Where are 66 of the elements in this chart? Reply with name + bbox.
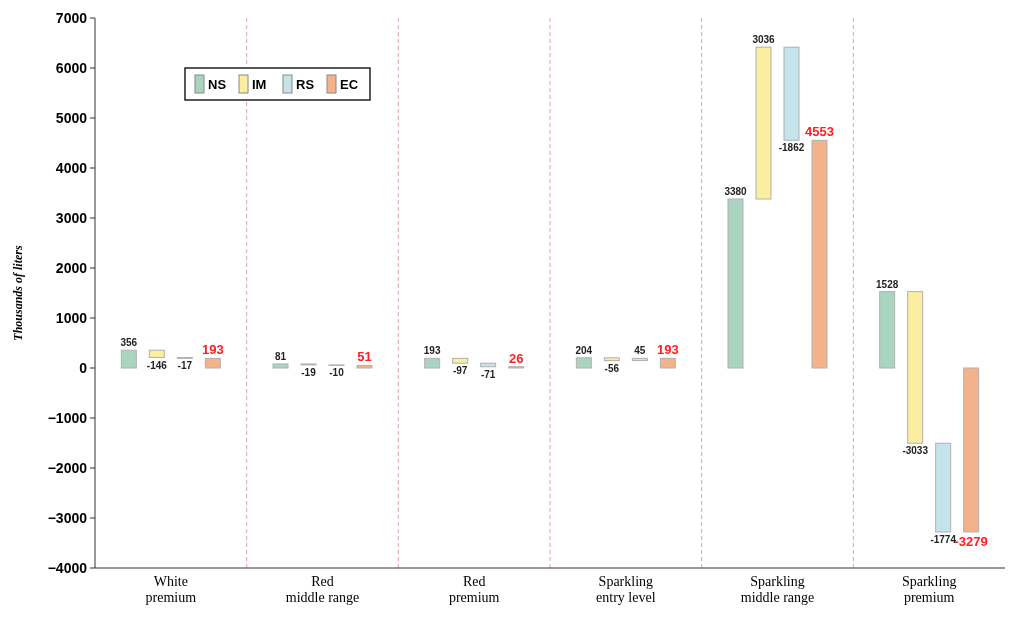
bar: [659, 357, 676, 369]
y-tick-label: −2000: [47, 459, 88, 476]
bar: [963, 367, 980, 533]
x-tick-label: Sparkling entry level: [596, 574, 656, 605]
data-label: -97: [452, 365, 468, 377]
data-label: -17: [177, 360, 193, 372]
data-label: 51: [357, 349, 372, 365]
data-label: -10: [329, 367, 345, 379]
y-tick-label: −3000: [47, 509, 88, 526]
data-label: 3380: [724, 186, 748, 197]
bar: [424, 357, 441, 369]
data-label: 193: [656, 342, 679, 358]
data-label: -19: [301, 366, 317, 378]
data-label: 356: [120, 337, 138, 349]
bar: [148, 349, 165, 358]
data-label: 26: [508, 350, 524, 366]
bar: [755, 46, 772, 200]
y-tick-label: 6000: [55, 59, 88, 76]
data-label: 1528: [876, 278, 899, 290]
x-tick-label: Red middle range: [285, 574, 360, 605]
x-tick-label: Red premium: [448, 574, 500, 605]
data-label: 81: [274, 350, 287, 362]
bar: [631, 357, 648, 362]
legend-label: RS: [296, 77, 315, 92]
data-label: -1862: [778, 142, 805, 154]
data-label: 204: [575, 344, 593, 356]
bar: [879, 291, 896, 369]
data-label: -71: [480, 368, 496, 380]
bar: [575, 357, 592, 369]
bar: [907, 291, 924, 444]
bar: [452, 357, 469, 364]
data-label: 45: [634, 345, 646, 357]
y-axis-title: Thousands of liters: [11, 244, 25, 341]
bar: [935, 442, 952, 533]
y-tick-label: 3000: [55, 209, 88, 226]
bar: [272, 363, 289, 369]
bar: [811, 139, 828, 369]
data-label: -146: [146, 359, 168, 371]
bar: [204, 357, 221, 369]
data-label: 3036: [752, 34, 776, 46]
data-label: -3033: [902, 445, 929, 457]
data-label: -56: [604, 362, 620, 374]
bar: [727, 198, 744, 369]
bar: [356, 364, 373, 369]
data-label: -1774: [930, 533, 957, 545]
legend-label: EC: [340, 77, 359, 92]
bar: [603, 357, 620, 362]
bar: [120, 349, 137, 369]
y-tick-label: −4000: [47, 559, 88, 576]
x-tick-label: Sparkling premium: [901, 574, 957, 605]
y-tick-label: 4000: [55, 159, 88, 176]
y-tick-label: 0: [79, 359, 88, 376]
x-tick-label: Sparkling middle range: [740, 574, 815, 605]
bar: [783, 46, 800, 141]
y-tick-label: 5000: [55, 109, 88, 126]
x-tick-label: White premium: [145, 574, 197, 605]
legend-label: IM: [252, 77, 267, 92]
data-label: 193: [201, 342, 224, 358]
data-label: -3279: [954, 533, 988, 549]
legend-label: NS: [208, 77, 227, 92]
y-tick-label: 2000: [55, 259, 88, 276]
data-label: 193: [423, 345, 441, 357]
y-tick-label: 1000: [55, 309, 88, 326]
y-tick-label: −1000: [47, 409, 88, 426]
data-label: 4553: [805, 124, 834, 140]
y-tick-label: 7000: [55, 9, 88, 26]
